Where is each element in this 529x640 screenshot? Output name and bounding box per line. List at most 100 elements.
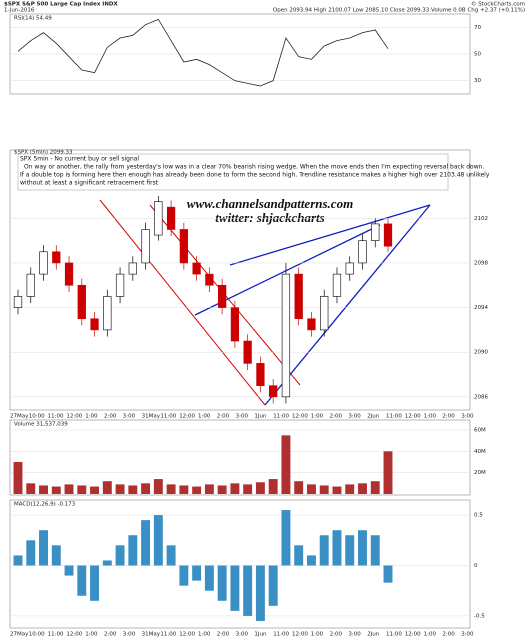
panel-title: Volume 31,537,039 bbox=[14, 422, 68, 428]
candle-body bbox=[205, 273, 214, 286]
bar bbox=[370, 481, 380, 494]
x-tick-label: 12:00 bbox=[292, 414, 308, 420]
x-tick-label: 12:00 bbox=[292, 632, 308, 638]
x-tick-label: 3:00 bbox=[123, 414, 136, 420]
bar bbox=[294, 481, 304, 494]
candle-body bbox=[371, 223, 380, 241]
candle-body bbox=[192, 262, 201, 275]
bar bbox=[319, 535, 329, 566]
bar bbox=[77, 485, 87, 494]
bar bbox=[141, 520, 151, 566]
bar bbox=[192, 565, 202, 581]
bar bbox=[255, 565, 265, 621]
y-tick-label: 50 bbox=[474, 52, 481, 58]
x-tick-label: 11:00 bbox=[48, 414, 64, 420]
candle-body bbox=[218, 284, 227, 308]
bar bbox=[268, 479, 278, 494]
watermark: www.channelsandpatterns.com bbox=[187, 196, 353, 211]
bar bbox=[306, 484, 316, 494]
bar bbox=[255, 482, 265, 494]
note-line: If a double top is forming here then eno… bbox=[20, 172, 490, 179]
x-tick-label: 11:00 bbox=[273, 414, 289, 420]
source: © StockCharts.com bbox=[471, 1, 525, 8]
bar bbox=[179, 565, 189, 586]
candle-body bbox=[39, 251, 48, 275]
candle-body bbox=[154, 201, 163, 236]
y-tick-label: 40M bbox=[474, 449, 486, 455]
bar bbox=[345, 535, 355, 566]
candle-body bbox=[345, 262, 354, 275]
bar bbox=[332, 530, 342, 566]
x-tick-label: 1:00 bbox=[198, 414, 211, 420]
x-tick-label: 2:00 bbox=[217, 632, 230, 638]
bar bbox=[39, 485, 48, 494]
panel-title: MACD(12,26,9) -0.173 bbox=[14, 502, 76, 508]
x-tick-label: 12:00 bbox=[66, 414, 82, 420]
bar bbox=[51, 545, 61, 566]
bar bbox=[77, 565, 87, 596]
x-tick-label: 11:00 bbox=[273, 632, 289, 638]
x-tick-label: 2:00 bbox=[330, 632, 343, 638]
x-tick-label: 12:00 bbox=[405, 632, 421, 638]
bar bbox=[230, 483, 240, 494]
y-tick-label: 70 bbox=[474, 25, 481, 31]
candle-body bbox=[64, 262, 74, 286]
x-tick-label: 1Jun bbox=[254, 414, 267, 420]
bar bbox=[128, 485, 138, 494]
y-tick-label: 2102 bbox=[474, 216, 488, 222]
x-tick-label: 3:00 bbox=[236, 414, 249, 420]
y-tick-label: 2094 bbox=[474, 305, 488, 311]
y-tick-label: 2086 bbox=[474, 394, 488, 400]
candle-body bbox=[320, 296, 329, 331]
x-tick-label: 2Jun bbox=[367, 414, 380, 420]
symbol: $SPX S&P 500 Large Cap Index INDX bbox=[4, 2, 118, 8]
x-tick-label: 1:00 bbox=[311, 632, 324, 638]
bar bbox=[102, 560, 112, 566]
bar bbox=[90, 565, 100, 601]
candle-body bbox=[77, 284, 86, 320]
bar bbox=[345, 484, 355, 494]
x-tick-label: 2:00 bbox=[330, 414, 343, 420]
candle-body bbox=[179, 229, 188, 264]
bar bbox=[26, 540, 36, 566]
quote: Open 2093.94 High 2100.07 Low 2085.10 Cl… bbox=[273, 8, 525, 14]
y-tick-label: 0.5 bbox=[474, 513, 483, 519]
candle-body bbox=[332, 273, 342, 297]
bar bbox=[64, 565, 74, 576]
x-tick-label: 2Jun bbox=[367, 632, 380, 638]
x-tick-label: 3:00 bbox=[236, 632, 249, 638]
candle-body bbox=[256, 363, 265, 386]
candle-body bbox=[307, 318, 316, 331]
x-tick-label: 3:00 bbox=[123, 632, 136, 638]
bar bbox=[281, 435, 291, 494]
bar bbox=[243, 484, 253, 494]
x-tick-label: 3:00 bbox=[461, 414, 474, 420]
x-tick-label: 11:00 bbox=[48, 632, 64, 638]
candle-body bbox=[52, 251, 61, 264]
bar bbox=[64, 484, 74, 494]
x-tick-label: 11:00 bbox=[386, 632, 402, 638]
bar bbox=[217, 565, 227, 601]
bar bbox=[332, 486, 342, 494]
candle-body bbox=[166, 206, 176, 230]
x-tick-label: 1:00 bbox=[311, 414, 324, 420]
candle-body bbox=[141, 229, 150, 264]
date: 1-Jun-2016 bbox=[4, 8, 35, 14]
y-tick-label: 2098 bbox=[474, 260, 488, 266]
candle-body bbox=[26, 273, 35, 297]
x-tick-label: 11:00 bbox=[160, 632, 176, 638]
rsi-line bbox=[17, 18, 389, 87]
bar bbox=[90, 486, 100, 494]
candle-body bbox=[90, 318, 99, 331]
bar bbox=[51, 486, 61, 494]
y-tick-label: 30 bbox=[474, 78, 481, 84]
candle-body bbox=[115, 273, 125, 297]
y-tick-label: -0.5 bbox=[474, 613, 485, 619]
macd-panel bbox=[9, 499, 471, 629]
bar bbox=[358, 530, 367, 566]
x-tick-label: 10:00 bbox=[29, 414, 45, 420]
x-tick-label: 2:00 bbox=[104, 632, 117, 638]
candle-body bbox=[230, 307, 240, 342]
bar bbox=[192, 486, 202, 494]
